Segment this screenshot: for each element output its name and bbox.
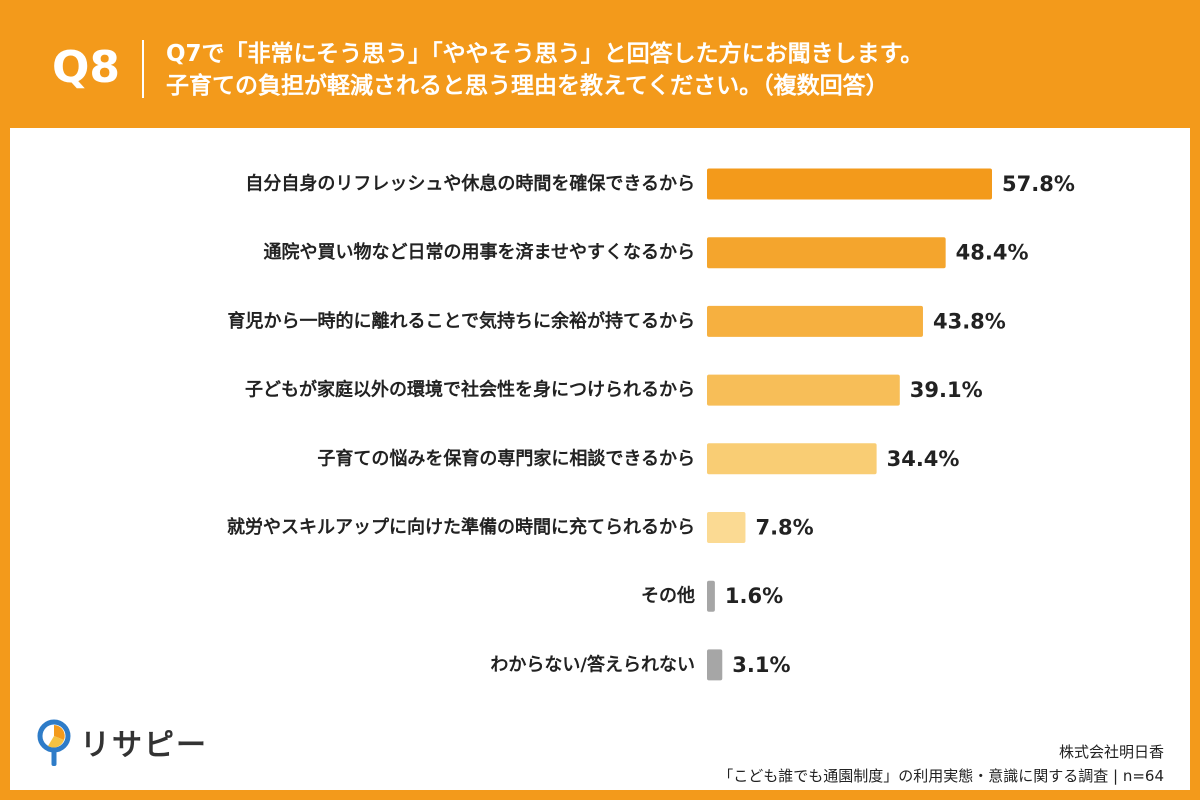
pin-pie-icon bbox=[37, 719, 71, 766]
value-label: 1.6% bbox=[725, 584, 783, 608]
bar bbox=[707, 237, 946, 269]
logo-text: リサピー bbox=[80, 728, 208, 763]
bar bbox=[707, 443, 877, 475]
bar-chart: 自分自身のリフレッシュや休息の時間を確保できるから 57.8% 通院や買い物など日常… bbox=[227, 168, 1075, 681]
value-label: 3.1% bbox=[732, 653, 790, 677]
question-line-2: 子育ての負担が軽減されると思う理由を教えてください。（複数回答） bbox=[166, 73, 889, 99]
bar bbox=[707, 512, 746, 543]
footer: 株式会社明日香 「こども誰でも通園制度」の利用実態・意識に関する調査 | n=6… bbox=[718, 740, 1164, 788]
header: Q8 Q7で「非常にそう思う」「ややそう思う」と回答した方にお聞きします。 子育… bbox=[0, 0, 1200, 128]
bar bbox=[707, 580, 715, 612]
category-label: 自分自身のリフレッシュや休息の時間を確保できるから bbox=[245, 173, 695, 195]
value-label: 43.8% bbox=[933, 309, 1006, 333]
question-text: Q7で「非常にそう思う」「ややそう思う」と回答した方にお聞きします。 子育ての負… bbox=[166, 38, 1166, 102]
bar bbox=[707, 649, 723, 681]
question-number: Q8 bbox=[52, 42, 121, 93]
value-label: 48.4% bbox=[956, 241, 1029, 265]
value-label: 34.4% bbox=[887, 447, 960, 471]
category-label: 育児から一時的に離れることで気持ちに余裕が持てるから bbox=[228, 310, 695, 332]
category-label: 通院や買い物など日常の用事を済ませやすくなるから bbox=[264, 241, 695, 263]
category-label: 就労やスキルアップに向けた準備の時間に充てられるから bbox=[227, 516, 695, 538]
category-label: 子どもが家庭以外の環境で社会性を身につけられるから bbox=[245, 379, 695, 401]
category-label: その他 bbox=[641, 585, 695, 607]
category-label: わからない/答えられない bbox=[490, 653, 695, 675]
header-divider bbox=[142, 40, 144, 98]
footer-survey: 「こども誰でも通園制度」の利用実態・意識に関する調査 | n=64 bbox=[718, 767, 1164, 785]
chart-panel: 自分自身のリフレッシュや休息の時間を確保できるから 57.8% 通院や買い物など日常… bbox=[10, 128, 1190, 790]
bar bbox=[707, 305, 923, 337]
footer-company: 株式会社明日香 bbox=[1058, 743, 1164, 761]
bar bbox=[707, 374, 900, 406]
value-label: 39.1% bbox=[910, 378, 983, 402]
question-line-1: Q7で「非常にそう思う」「ややそう思う」と回答した方にお聞きします。 bbox=[166, 41, 924, 67]
value-label: 57.8% bbox=[1002, 172, 1075, 196]
value-label: 7.8% bbox=[755, 516, 813, 540]
bar bbox=[707, 168, 992, 200]
category-label: 子育ての悩みを保育の専門家に相談できるから bbox=[317, 447, 695, 469]
logo: リサピー bbox=[36, 716, 236, 776]
